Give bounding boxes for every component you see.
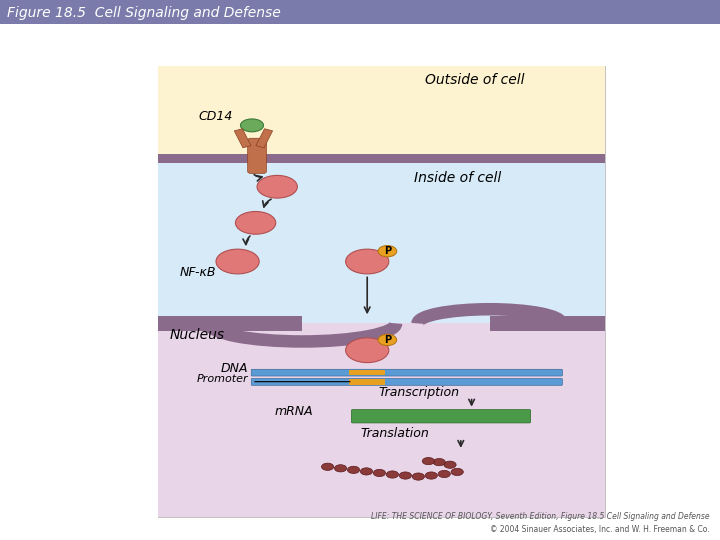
FancyBboxPatch shape xyxy=(251,369,562,376)
Text: DNA: DNA xyxy=(221,362,248,375)
Text: Translation: Translation xyxy=(360,427,428,441)
Ellipse shape xyxy=(451,468,464,476)
FancyBboxPatch shape xyxy=(490,316,605,330)
Polygon shape xyxy=(234,129,251,148)
Ellipse shape xyxy=(378,334,397,346)
Ellipse shape xyxy=(373,469,386,477)
Ellipse shape xyxy=(321,463,334,470)
Ellipse shape xyxy=(335,465,347,472)
Ellipse shape xyxy=(425,472,438,479)
Text: Figure 18.5  Cell Signaling and Defense: Figure 18.5 Cell Signaling and Defense xyxy=(7,6,281,21)
FancyBboxPatch shape xyxy=(158,316,302,330)
Ellipse shape xyxy=(235,212,276,234)
Text: NF-κB: NF-κB xyxy=(180,266,217,279)
Text: P: P xyxy=(384,246,391,256)
FancyBboxPatch shape xyxy=(158,65,605,517)
Text: P: P xyxy=(384,335,391,345)
Text: Promoter: Promoter xyxy=(197,374,248,384)
Ellipse shape xyxy=(346,249,389,274)
Polygon shape xyxy=(256,129,273,148)
Ellipse shape xyxy=(433,458,445,465)
Text: CD14: CD14 xyxy=(198,110,233,123)
FancyBboxPatch shape xyxy=(351,409,531,423)
FancyBboxPatch shape xyxy=(251,379,562,386)
FancyBboxPatch shape xyxy=(158,65,605,158)
FancyBboxPatch shape xyxy=(158,154,605,163)
Ellipse shape xyxy=(240,119,264,132)
FancyBboxPatch shape xyxy=(349,379,385,385)
Ellipse shape xyxy=(257,176,297,198)
Ellipse shape xyxy=(387,471,399,478)
Ellipse shape xyxy=(361,468,373,475)
Text: © 2004 Sinauer Associates, Inc. and W. H. Freeman & Co.: © 2004 Sinauer Associates, Inc. and W. H… xyxy=(490,525,709,535)
Text: LIFE: THE SCIENCE OF BIOLOGY, Seventh Edition, Figure 18.5 Cell Signaling and De: LIFE: THE SCIENCE OF BIOLOGY, Seventh Ed… xyxy=(371,512,709,522)
FancyBboxPatch shape xyxy=(349,370,385,375)
Ellipse shape xyxy=(444,461,456,468)
Ellipse shape xyxy=(378,246,397,257)
FancyBboxPatch shape xyxy=(248,138,266,173)
Text: Outside of cell: Outside of cell xyxy=(425,72,524,86)
FancyBboxPatch shape xyxy=(158,323,605,517)
Ellipse shape xyxy=(412,473,425,480)
Ellipse shape xyxy=(422,457,435,465)
Ellipse shape xyxy=(347,466,360,474)
Text: Transcription: Transcription xyxy=(378,386,459,399)
Ellipse shape xyxy=(399,472,412,479)
Ellipse shape xyxy=(438,470,451,477)
Text: Nucleus: Nucleus xyxy=(169,328,225,342)
Text: Inside of cell: Inside of cell xyxy=(414,171,501,185)
Text: mRNA: mRNA xyxy=(274,404,313,417)
FancyBboxPatch shape xyxy=(158,158,605,323)
Ellipse shape xyxy=(346,338,389,362)
Ellipse shape xyxy=(216,249,259,274)
